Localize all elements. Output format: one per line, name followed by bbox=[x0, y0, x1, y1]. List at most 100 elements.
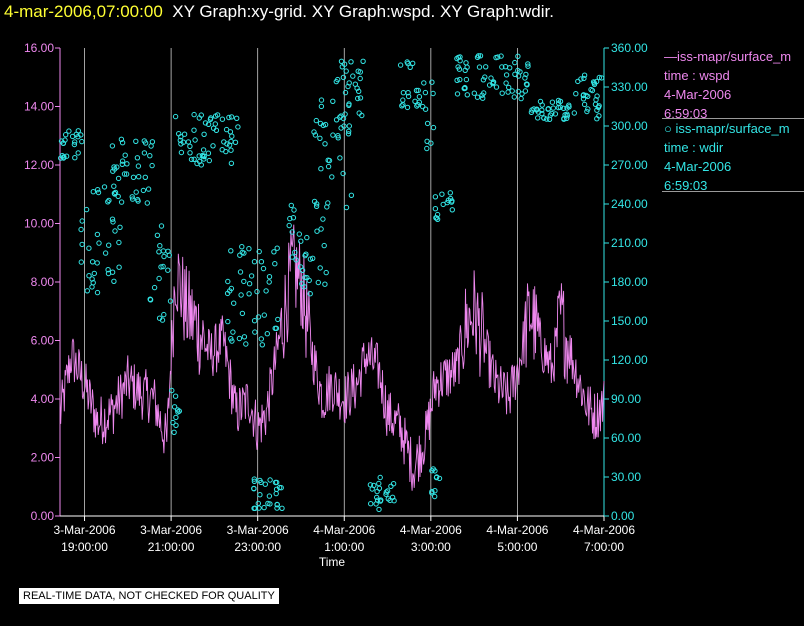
wdir-point bbox=[273, 490, 279, 497]
wdir-point bbox=[314, 228, 320, 234]
wdir-point bbox=[176, 131, 182, 137]
wdir-point bbox=[535, 115, 541, 121]
wdir-point bbox=[219, 116, 226, 122]
wdir-point bbox=[348, 59, 354, 65]
wdir-point bbox=[231, 300, 237, 306]
wdir-point bbox=[499, 64, 505, 70]
wdir-point bbox=[124, 161, 130, 167]
wdir-point bbox=[225, 318, 231, 325]
wdir-point bbox=[279, 505, 285, 511]
wdir-point bbox=[129, 194, 135, 200]
wdir-point bbox=[95, 189, 102, 196]
y-left-tick-label: 0.00 bbox=[31, 509, 55, 523]
wdir-point bbox=[130, 174, 137, 181]
wdir-point bbox=[206, 157, 213, 164]
wdir-point bbox=[515, 88, 521, 95]
y-right-tick-label: 120.00 bbox=[611, 353, 648, 367]
wdir-point bbox=[325, 200, 331, 206]
x-tick-label-date: 3-Mar-2006 bbox=[140, 523, 202, 537]
wdir-point bbox=[474, 54, 481, 60]
wdir-point bbox=[66, 128, 72, 134]
wdir-point bbox=[346, 123, 352, 129]
wdir-point bbox=[405, 93, 412, 100]
y-right-tick-label: 360.00 bbox=[611, 41, 648, 55]
wdir-point bbox=[313, 203, 320, 210]
wdir-point bbox=[388, 483, 394, 489]
wdir-point bbox=[72, 155, 78, 161]
y-right-tick-label: 0.00 bbox=[611, 509, 635, 523]
wdir-point bbox=[499, 90, 505, 96]
wdir-point bbox=[422, 106, 429, 112]
wdir-point bbox=[429, 490, 435, 496]
legend-variables: time : wspd bbox=[664, 68, 730, 83]
wdir-point bbox=[455, 64, 461, 70]
wdir-point bbox=[83, 206, 90, 213]
x-tick-label-date: 4-Mar-2006 bbox=[400, 523, 462, 537]
wdir-series bbox=[58, 53, 605, 513]
wdir-point bbox=[228, 160, 235, 167]
wdir-point bbox=[596, 103, 602, 109]
wdir-point bbox=[518, 95, 524, 102]
y-left-tick-label: 8.00 bbox=[31, 275, 55, 289]
x-tick-label-date: 4-Mar-2006 bbox=[486, 523, 548, 537]
wdir-point bbox=[377, 474, 383, 481]
wdir-point bbox=[200, 147, 207, 153]
wdir-point bbox=[480, 95, 486, 101]
wdir-point bbox=[79, 218, 85, 224]
wdir-point bbox=[225, 278, 231, 285]
wdir-point bbox=[293, 257, 299, 263]
wdir-point bbox=[187, 143, 193, 150]
wdir-point bbox=[78, 259, 85, 265]
wdir-point bbox=[228, 114, 235, 120]
x-tick-label-date: 3-Mar-2006 bbox=[54, 523, 116, 537]
wdir-point bbox=[522, 75, 528, 81]
legend-wdir: ○ iss-mapr/surface_m time : wdir 4-Mar-2… bbox=[664, 119, 804, 195]
wdir-point bbox=[109, 143, 116, 149]
wdir-point bbox=[170, 419, 176, 426]
wdir-point bbox=[246, 281, 253, 287]
wdir-point bbox=[306, 277, 312, 284]
wdir-point bbox=[357, 69, 363, 75]
wdir-point bbox=[91, 270, 98, 277]
wdir-point bbox=[474, 94, 481, 100]
wdir-point bbox=[145, 186, 152, 192]
wdir-point bbox=[263, 288, 269, 294]
wdir-point bbox=[251, 318, 258, 324]
wdir-point bbox=[304, 234, 310, 241]
wdir-point bbox=[142, 140, 149, 146]
legend-series-name: ○ iss-mapr/surface_m bbox=[664, 121, 790, 136]
wdir-point bbox=[404, 104, 411, 111]
wdir-point bbox=[594, 107, 600, 113]
wdir-point bbox=[322, 141, 328, 147]
wdir-point bbox=[325, 163, 332, 170]
wdir-point bbox=[481, 90, 487, 96]
wdir-point bbox=[512, 59, 518, 66]
wdir-point bbox=[383, 489, 389, 495]
wdir-point bbox=[79, 138, 85, 145]
wdir-point bbox=[525, 63, 531, 69]
wdir-point bbox=[545, 106, 551, 112]
wdir-point bbox=[158, 264, 164, 270]
wdir-point bbox=[118, 136, 125, 143]
wdir-point bbox=[346, 128, 352, 135]
wdir-point bbox=[178, 141, 184, 147]
x-tick-label-date: 4-Mar-2006 bbox=[573, 523, 635, 537]
wdir-point bbox=[255, 500, 261, 507]
wdir-point bbox=[317, 265, 323, 271]
wdir-point bbox=[230, 329, 236, 335]
wdir-point bbox=[239, 244, 245, 250]
wdir-point bbox=[341, 61, 348, 67]
wdir-point bbox=[286, 222, 292, 229]
legend-variables: time : wdir bbox=[664, 140, 724, 155]
wdir-point bbox=[315, 279, 321, 286]
wdir-point bbox=[172, 393, 179, 399]
wdir-point bbox=[129, 196, 136, 202]
wdir-point bbox=[464, 92, 470, 98]
wdir-point bbox=[267, 477, 273, 483]
wdir-point bbox=[239, 310, 246, 317]
wdir-point bbox=[522, 88, 529, 94]
y-right-tick-label: 270.00 bbox=[611, 158, 648, 172]
wdir-point bbox=[154, 232, 161, 239]
wdir-point bbox=[191, 156, 197, 163]
